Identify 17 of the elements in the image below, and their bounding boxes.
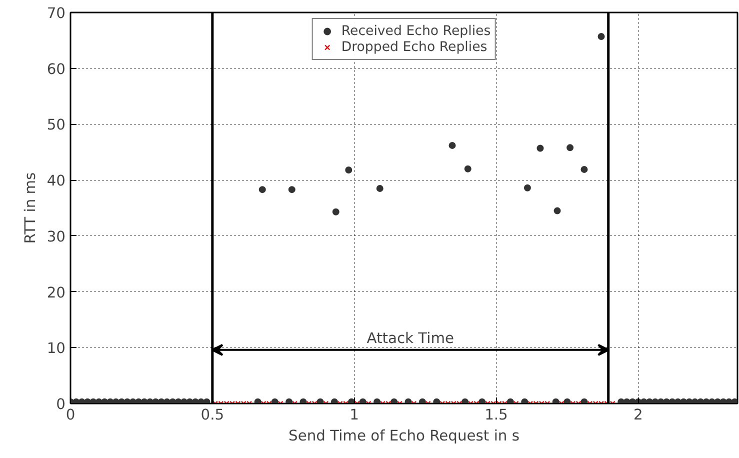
x-tick-label: 1.5 [484, 406, 508, 424]
y-tick-label: 30 [46, 228, 66, 246]
annotation: Attack Time [366, 330, 454, 347]
x-axis-title: Send Time of Echo Request in s [288, 428, 520, 444]
x-tick-label: 2 [633, 406, 643, 424]
y-tick-label: 20 [46, 284, 66, 302]
y-tick-label: 70 [46, 5, 66, 22]
y-tick-label: 50 [46, 116, 66, 134]
x-tick-label: 1 [350, 406, 359, 424]
legend-label: Dropped Echo Replies [341, 39, 488, 55]
y-tick-label: 0 [56, 396, 66, 413]
y-axis-title: RTT in ms [22, 172, 39, 244]
legend-label: Received Echo Replies [341, 23, 491, 39]
y-tick-label: 60 [46, 60, 66, 78]
y-tick-label: 10 [46, 340, 66, 358]
x-tick-label: 0.5 [200, 406, 224, 424]
y-tick-label: 40 [46, 172, 66, 190]
